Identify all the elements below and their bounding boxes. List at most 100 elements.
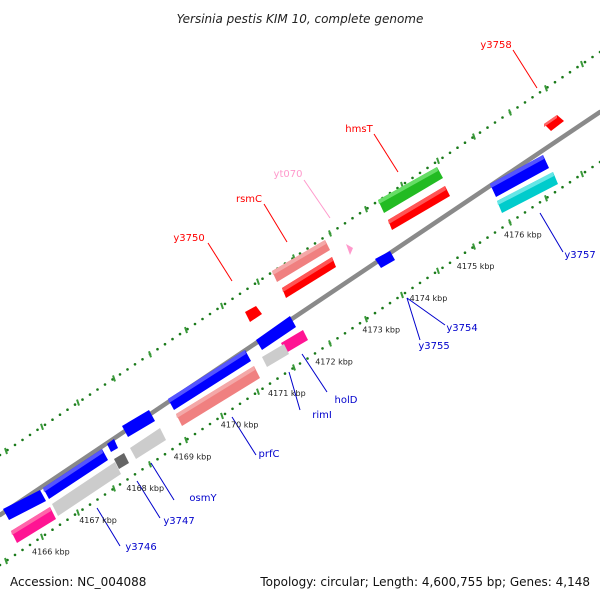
upper-track-dot [0, 453, 2, 457]
gene-label-y3755[interactable]: y3755 [418, 341, 449, 352]
lower-tick [184, 436, 188, 444]
gene-osmY-feature[interactable] [130, 428, 166, 459]
gene-holD-feature[interactable] [281, 330, 308, 353]
lower-track-dot [193, 432, 197, 436]
gene-label-y3754[interactable]: y3754 [446, 323, 477, 334]
gene-label-y3758[interactable]: y3758 [480, 40, 511, 51]
lower-track-dot [456, 256, 459, 260]
lower-track-dot [298, 362, 302, 365]
lower-track-dot [403, 291, 407, 295]
upper-track-dot [261, 277, 264, 281]
gene-label-hmsT[interactable]: hmsT [345, 124, 373, 135]
gene-prfC-feature[interactable] [176, 366, 260, 426]
upper-tick [364, 205, 368, 213]
gene-label-rsmC[interactable]: rsmC [236, 194, 262, 205]
lower-track-dot [276, 377, 279, 380]
holD-leader [301, 353, 328, 393]
lower-track-dot [523, 211, 527, 214]
lower-track-dot [178, 442, 182, 446]
gene-y3757-feature[interactable] [497, 172, 558, 213]
upper-track-dot [336, 227, 339, 230]
lower-tick [220, 412, 224, 420]
lower-tick [328, 340, 332, 347]
lower-track-dot [73, 513, 77, 516]
lower-track-dot [441, 266, 444, 270]
gene-y3758-feature[interactable] [544, 115, 564, 131]
prfC-leader [231, 416, 257, 456]
lower-tick [580, 170, 584, 178]
upper-track-dot [253, 282, 257, 286]
gene-rimI-feature[interactable] [262, 344, 289, 367]
upper-tick [256, 278, 260, 286]
genome-summary-text: Topology: circular; Length: 4,600,755 bp… [259, 575, 590, 589]
gene-dark-gray-feature[interactable] [114, 453, 129, 469]
lower-tick [508, 219, 512, 226]
lower-track-dot [396, 296, 399, 300]
map-title: Yersinia pestis KIM 10, complete genome [177, 12, 424, 26]
gene-y3754-feature[interactable] [375, 251, 395, 268]
scale-tick-label: 4176 kbp [504, 231, 542, 240]
gene-label-y3747[interactable]: y3747 [163, 516, 194, 527]
lower-tick [472, 243, 476, 250]
scale-tick-label: 4170 kbp [221, 421, 259, 430]
gene-label-osmY[interactable]: osmY [189, 493, 217, 504]
upper-track-dot [313, 242, 317, 245]
upper-track-dot [358, 211, 362, 215]
lower-track-dot [343, 332, 347, 335]
gene-yt070-feature[interactable] [346, 244, 353, 255]
lower-tick [544, 194, 548, 202]
gene-label-y3750[interactable]: y3750 [173, 233, 204, 244]
upper-track-dot [81, 398, 84, 401]
upper-track-dot [73, 403, 77, 406]
gene-rsmC-feature[interactable] [272, 240, 330, 282]
upper-track-dot [448, 151, 452, 155]
lower-track-dot [493, 231, 497, 234]
upper-track-dot [351, 216, 354, 220]
upper-track-dot [66, 408, 69, 412]
gene-label-y3757[interactable]: y3757 [564, 250, 595, 261]
gene-rsmC-red-feature[interactable] [282, 257, 336, 298]
upper-tick [220, 302, 224, 310]
gene-y3750-feature[interactable] [245, 306, 262, 322]
gene-label-rimI[interactable]: rimI [312, 410, 332, 421]
gene-y3747-feature[interactable] [52, 462, 121, 516]
lower-tick [292, 364, 296, 371]
lower-track-dot [426, 276, 429, 280]
lower-track-dot [576, 175, 579, 179]
gene-label-yt070[interactable]: yt070 [274, 169, 303, 180]
gene-y3747-blue-feature[interactable] [43, 449, 108, 499]
gene-hmsT-red-feature[interactable] [388, 186, 450, 230]
upper-track-dot [103, 383, 107, 386]
gene-y3757-blue-feature[interactable] [490, 155, 549, 197]
lower-track-dot [358, 321, 362, 325]
upper-tick [40, 423, 44, 431]
gene-hmsT-feature[interactable] [378, 167, 443, 213]
gene-label-y3746[interactable]: y3746 [125, 542, 156, 553]
gene-holD-blue-feature[interactable] [256, 316, 296, 350]
scale-tick-label: 4168 kbp [126, 484, 164, 493]
gene-small-blue-feature[interactable] [107, 439, 118, 452]
lower-tick [256, 388, 260, 396]
gene-label-holD[interactable]: holD [335, 395, 358, 406]
gene-prfC-blue-feature[interactable] [168, 350, 251, 410]
lower-track-dot [411, 286, 414, 290]
gene-osmY-blue-feature[interactable] [122, 410, 155, 437]
lower-track-dot [126, 478, 129, 481]
upper-tick [544, 84, 548, 92]
upper-track-dot [553, 80, 557, 84]
lower-track-dot [501, 226, 504, 229]
upper-track-dot [343, 222, 347, 225]
lower-track-dot [141, 468, 144, 471]
gene-y3746-blue-feature[interactable] [3, 490, 46, 520]
gene-y3746-feature[interactable] [11, 507, 56, 543]
upper-track-dot [561, 75, 564, 79]
lower-track-dot [13, 553, 17, 557]
lower-tick [148, 460, 152, 468]
osmY-leader [150, 462, 175, 501]
upper-track-dot [411, 176, 414, 180]
gene-label-prfC[interactable]: prfC [259, 449, 280, 460]
upper-track-dot [208, 312, 212, 316]
lower-track-dot [216, 417, 219, 421]
lower-track-dot [478, 241, 482, 244]
upper-track-dot [456, 146, 459, 149]
